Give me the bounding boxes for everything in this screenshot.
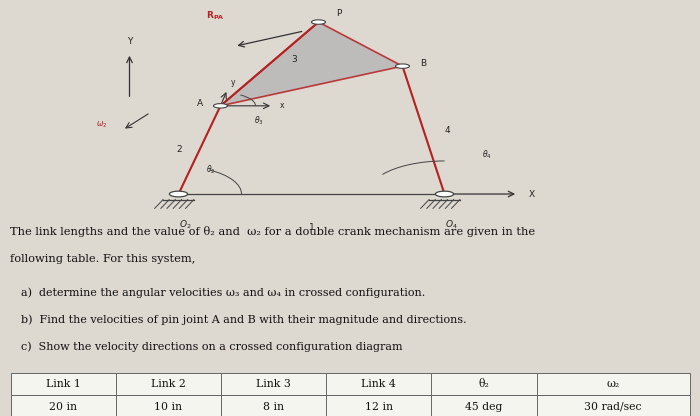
Text: A: A: [197, 99, 203, 108]
Circle shape: [435, 191, 454, 197]
Text: B: B: [420, 59, 426, 69]
Text: x: x: [280, 102, 284, 110]
Text: ω₂: ω₂: [606, 379, 620, 389]
Text: P: P: [336, 9, 342, 17]
Text: $\mathbf{R_{PA}}$: $\mathbf{R_{PA}}$: [206, 10, 225, 22]
Text: 10 in: 10 in: [155, 402, 183, 412]
Text: b)  Find the velocities of pin joint A and B with their magnitude and directions: b) Find the velocities of pin joint A an…: [21, 314, 467, 325]
Text: Link 3: Link 3: [256, 379, 291, 389]
Text: Link 4: Link 4: [361, 379, 396, 389]
Text: Link 1: Link 1: [46, 379, 80, 389]
Text: Y: Y: [127, 37, 132, 46]
Text: $O_4$: $O_4$: [445, 218, 458, 231]
Text: θ₂: θ₂: [479, 379, 489, 389]
Circle shape: [395, 64, 409, 68]
Polygon shape: [220, 22, 402, 106]
Text: 12 in: 12 in: [365, 402, 393, 412]
Text: 1: 1: [309, 223, 314, 232]
Text: $\theta_3$: $\theta_3$: [254, 115, 264, 127]
Bar: [10, 373, 690, 396]
Text: 2: 2: [176, 146, 182, 154]
Text: X: X: [528, 190, 535, 198]
Text: 8 in: 8 in: [263, 402, 284, 412]
Text: c)  Show the velocity directions on a crossed configuration diagram: c) Show the velocity directions on a cro…: [21, 342, 402, 352]
Text: $O_2$: $O_2$: [179, 218, 192, 231]
Text: a)  determine the angular velocities ω₃ and ω₄ in crossed configuration.: a) determine the angular velocities ω₃ a…: [21, 287, 426, 297]
Text: following table. For this system,: following table. For this system,: [10, 254, 196, 264]
Text: 3: 3: [291, 55, 297, 64]
Text: 4: 4: [444, 126, 450, 135]
Text: $\theta_2$: $\theta_2$: [206, 163, 216, 176]
Text: 30 rad/sec: 30 rad/sec: [584, 402, 642, 412]
Text: 20 in: 20 in: [49, 402, 77, 412]
Text: 45 deg: 45 deg: [466, 402, 503, 412]
Circle shape: [312, 20, 326, 24]
Text: $\theta_4$: $\theta_4$: [482, 148, 491, 161]
Bar: [10, 396, 690, 416]
Text: The link lengths and the value of θ₂ and  ω₂ for a double crank mechanism are gi: The link lengths and the value of θ₂ and…: [10, 226, 536, 238]
Circle shape: [214, 104, 228, 108]
Text: Link 2: Link 2: [151, 379, 186, 389]
Text: y: y: [231, 78, 235, 87]
Circle shape: [169, 191, 188, 197]
Text: $\omega_2$: $\omega_2$: [96, 119, 107, 130]
